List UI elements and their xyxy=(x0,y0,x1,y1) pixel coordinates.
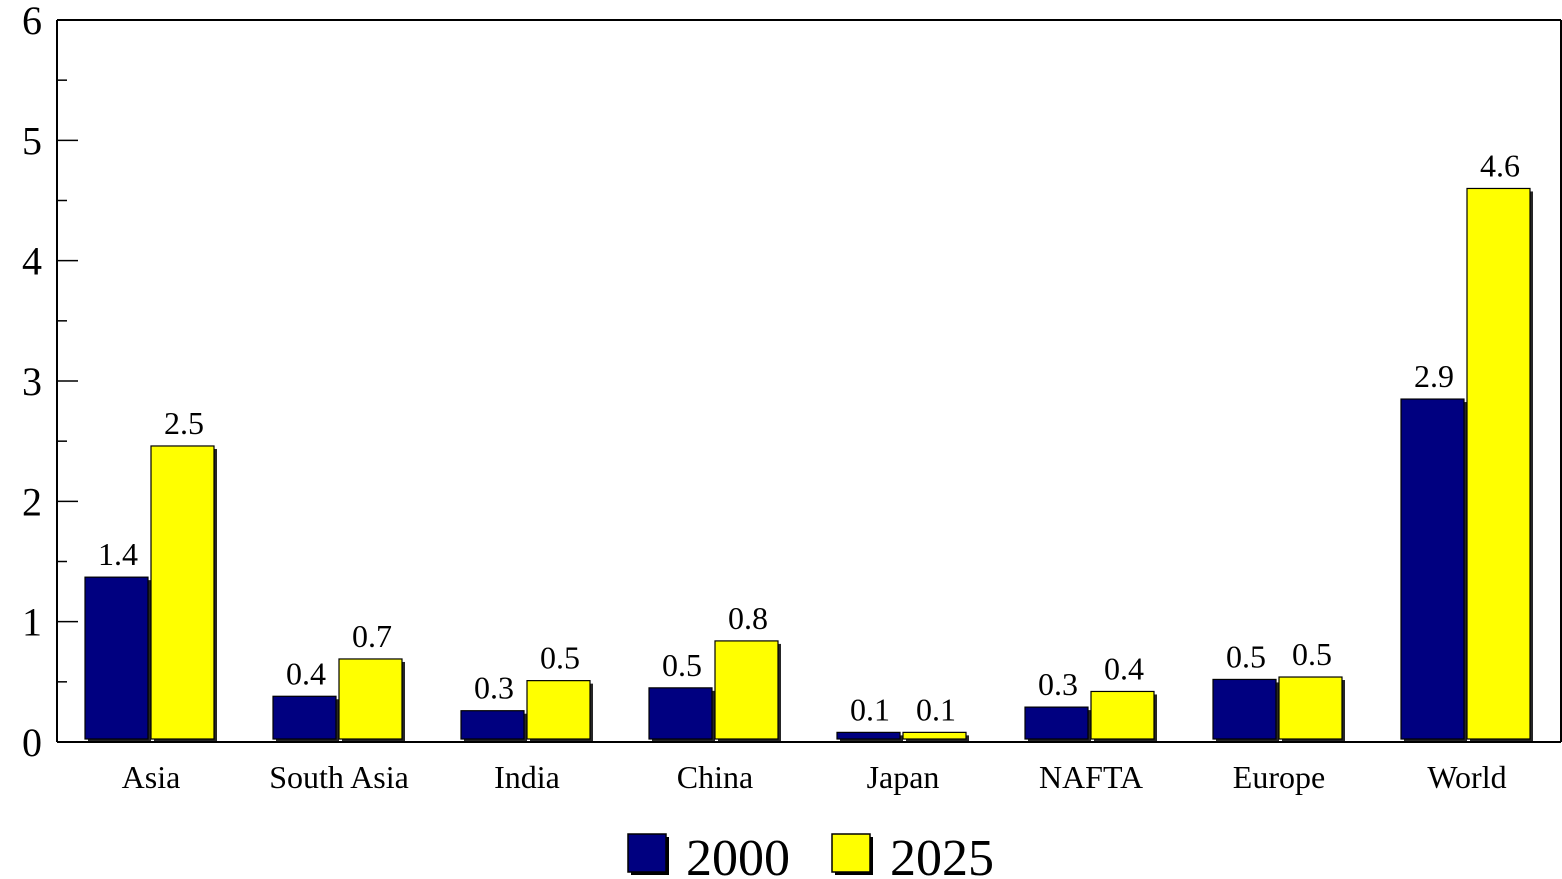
legend-label-2025: 2025 xyxy=(890,830,994,879)
bar-japan-2000 xyxy=(836,731,901,740)
bar-asia-2000 xyxy=(84,576,149,740)
bar-south-asia-2025 xyxy=(338,658,403,740)
y-tick-label: 1 xyxy=(22,600,42,645)
x-tick-label: Europe xyxy=(1233,759,1325,795)
bar-nafta-2025 xyxy=(1090,690,1155,740)
bar-japan-2025 xyxy=(902,731,967,740)
legend-swatch-2000 xyxy=(627,833,667,873)
data-label: 0.7 xyxy=(352,618,392,654)
bar-india-2000 xyxy=(460,710,525,740)
bar-china-2000 xyxy=(648,687,713,740)
bar-south-asia-2000 xyxy=(272,695,337,740)
x-axis: Asia South Asia India China Japan NAFTA Europe… xyxy=(57,741,1561,795)
x-tick-label: Asia xyxy=(122,759,181,795)
bar-nafta-2000 xyxy=(1024,706,1089,740)
bar-asia-2025 xyxy=(150,445,215,740)
data-label: 2.9 xyxy=(1414,358,1454,394)
x-tick-label: China xyxy=(677,759,753,795)
data-label: 0.1 xyxy=(850,691,890,727)
data-label: 0.5 xyxy=(540,640,580,676)
data-label: 0.4 xyxy=(1104,650,1144,686)
data-label: 2.5 xyxy=(164,405,204,441)
x-tick-label: Japan xyxy=(867,759,940,795)
y-tick-label: 0 xyxy=(22,720,42,765)
bar-europe-2025 xyxy=(1278,676,1343,740)
y-tick-label: 2 xyxy=(22,479,42,524)
x-tick-label: NAFTA xyxy=(1039,759,1143,795)
data-label: 0.5 xyxy=(1292,636,1332,672)
bar-china-2025 xyxy=(714,640,779,740)
bar-world-2025 xyxy=(1466,187,1531,740)
bar-europe-2000 xyxy=(1212,678,1277,740)
legend-label-2000: 2000 xyxy=(686,830,790,879)
bars: 1.4 2.5 0.4 0.7 0.3 0.5 0.5 0.8 0.1 0.1 0.3 0.4 0.5 0… xyxy=(84,147,1533,742)
y-tick-label: 5 xyxy=(22,118,42,163)
legend-swatch-2025 xyxy=(831,833,871,873)
data-label: 0.5 xyxy=(1226,638,1266,674)
data-label: 0.1 xyxy=(916,691,956,727)
data-label: 0.5 xyxy=(662,647,702,683)
plot-frame xyxy=(57,19,1562,742)
data-label: 0.8 xyxy=(728,600,768,636)
data-label: 0.3 xyxy=(474,670,514,706)
data-label: 0.3 xyxy=(1038,666,1078,702)
y-axis: 0 1 2 3 4 5 6 xyxy=(22,0,78,765)
legend: 2000 2025 xyxy=(627,830,994,879)
x-tick-label: World xyxy=(1427,759,1506,795)
y-tick-label: 4 xyxy=(22,239,42,284)
y-tick-label: 3 xyxy=(22,359,42,404)
data-label: 1.4 xyxy=(98,536,138,572)
y-tick-label: 6 xyxy=(22,0,42,43)
data-label: 4.6 xyxy=(1480,147,1520,183)
bar-india-2025 xyxy=(526,680,591,740)
bar-world-2000 xyxy=(1400,398,1465,740)
x-tick-label: India xyxy=(494,759,560,795)
data-label: 0.4 xyxy=(286,655,326,691)
x-tick-label: South Asia xyxy=(269,759,409,795)
